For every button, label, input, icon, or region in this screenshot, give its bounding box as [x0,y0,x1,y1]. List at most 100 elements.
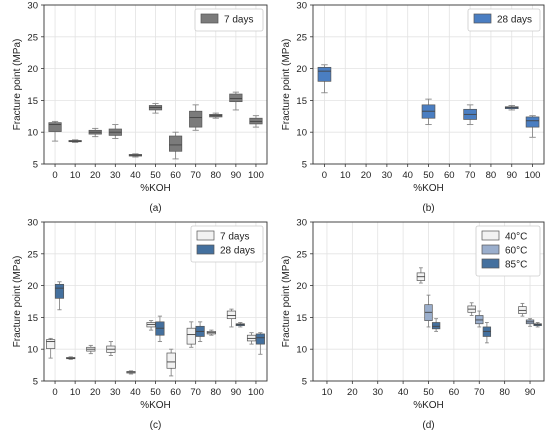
legend: 7 days [194,8,264,32]
y-tick-label: 5 [302,160,307,171]
x-tick-label: 70 [474,387,485,398]
box-iqr [48,122,62,132]
box-28-days-100 [525,115,540,138]
y-tick-label: 25 [296,249,307,260]
box-7-days-50 [146,320,156,331]
box-28-days-50 [421,98,436,126]
x-axis-label: %KOH [140,400,171,411]
box-28-days-0 [317,64,332,94]
y-tick-label: 5 [33,377,38,388]
box-85-C-50 [431,318,441,332]
y-tick-label: 5 [33,160,38,171]
y-tick-label: 30 [296,218,307,229]
x-axis-label: %KOH [413,183,444,194]
box-iqr [525,116,540,128]
x-tick-label: 40 [398,387,409,398]
x-tick-label: 100 [248,170,264,181]
box-7-days-70 [186,321,196,348]
x-tick-label: 50 [150,387,161,398]
x-tick-label: 70 [190,170,201,181]
x-tick-label: 60 [170,170,181,181]
chart-panel-3: 5 10 15 20 25 30 0 10 20 30 40 50 60 70 80 90 100 %KOH Fra… [12,218,268,431]
y-tick-label: 25 [27,32,38,43]
chart-panel-2: 5 10 15 20 25 30 0 10 20 30 40 50 60 70 80 90 100 %KOH Fra… [281,1,545,214]
x-tick-label: 10 [70,170,81,181]
box-40-C-90 [518,302,527,317]
x-axis-label: %KOH [413,400,444,411]
box-7-days-70 [189,104,203,131]
y-tick-label: 15 [27,313,38,324]
legend-swatch [481,258,500,269]
legend-label: 85°C [505,260,527,271]
y-tick-label: 20 [27,281,38,292]
x-tick-label: 50 [150,170,161,181]
legend: 28 days [467,8,541,32]
box-7-days-10 [66,356,76,360]
box-7-days-40 [126,370,136,375]
y-tick-label: 30 [27,218,38,229]
chart-panel-4: 5 10 15 20 25 30 10 20 30 40 50 60 70 80 90 %KOH Fractur… [281,218,545,431]
x-tick-label: 10 [70,387,81,398]
x-tick-label: 0 [52,170,57,181]
box-7-days-40 [128,153,142,158]
y-axis-label: Fracture point (MPa) [281,256,292,348]
x-tick-label: 10 [322,387,333,398]
x-tick-label: 90 [525,387,536,398]
x-tick-label: 20 [90,387,101,398]
x-tick-label: 60 [170,387,181,398]
box-7-days-20 [86,344,96,355]
legend-swatch [473,13,492,24]
x-axis-label: %KOH [140,183,171,194]
box-iqr [255,333,265,345]
y-tick-label: 25 [27,249,38,260]
box-7-days-50 [148,103,163,114]
x-tick-label: 80 [486,170,497,181]
x-tick-label: 0 [322,170,327,181]
legend-label: 7 days [224,15,253,26]
y-tick-label: 20 [296,64,307,75]
box-iqr [169,135,183,152]
box-7-days-80 [209,112,223,119]
x-tick-label: 70 [190,387,201,398]
box-40-C-70 [467,302,476,316]
legend-label: 7 days [220,232,249,243]
box-7-days-100 [249,115,263,128]
y-tick-label: 10 [296,345,307,356]
box-7-days-60 [169,131,183,160]
box-7-days-60 [166,348,176,377]
box-iqr [226,310,237,320]
x-tick-label: 100 [525,170,541,181]
y-tick-label: 15 [27,96,38,107]
x-tick-label: 90 [231,170,242,181]
box-28-days-70 [463,104,477,126]
box-iqr [46,339,56,349]
y-tick-label: 20 [296,281,307,292]
y-tick-label: 20 [27,64,38,75]
y-tick-label: 5 [302,377,307,388]
box-iqr [186,327,196,345]
chart-panel-1: 5 10 15 20 25 30 0 10 20 30 40 50 60 70 80 90 100 %KOH Fra… [12,1,268,214]
box-7-days-90 [226,308,237,328]
box-7-days-30 [108,124,122,140]
x-tick-label: 40 [130,170,141,181]
box-iqr [54,283,65,299]
box-60-C-90 [525,318,535,327]
box-7-days-80 [206,329,216,336]
y-tick-label: 30 [27,1,38,12]
legend-label: 60°C [505,246,527,257]
legend-label: 28 days [497,15,532,26]
box-28-days-0 [54,281,65,311]
legend-swatch [196,244,215,255]
box-7-days-30 [106,341,116,357]
box-28-days-90 [235,322,245,328]
x-tick-label: 40 [402,170,413,181]
x-tick-label: 40 [130,387,141,398]
y-tick-label: 15 [296,313,307,324]
box-60-C-50 [424,294,433,328]
y-axis-label: Fracture point (MPa) [12,256,23,348]
y-tick-label: 30 [296,1,307,12]
box-iqr [229,93,243,103]
legend-swatch [481,230,500,241]
x-tick-label: 10 [340,170,351,181]
